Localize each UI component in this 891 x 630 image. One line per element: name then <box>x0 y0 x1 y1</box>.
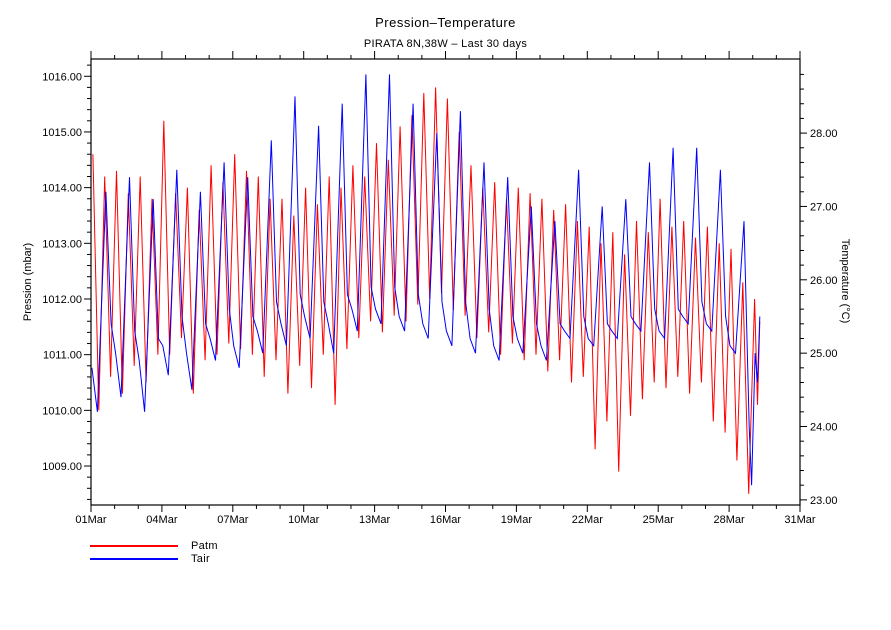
x-tick-label: 16Mar <box>430 514 462 526</box>
y-left-tick-label: 1011.00 <box>43 350 82 362</box>
y-left-tick-label: 1012.00 <box>42 294 82 306</box>
legend-label-tair: Tair <box>191 552 210 565</box>
axis-tick-labels: 1016.00 1015.00 1014.00 1013.00 1012.00 1011.… <box>42 71 837 526</box>
y-left-tick-label: 1010.00 <box>42 405 82 417</box>
x-tick-label: 28Mar <box>714 514 746 526</box>
x-tick-label: 25Mar <box>643 514 675 526</box>
legend-item-tair: Tair <box>90 552 218 565</box>
x-tick-label: 19Mar <box>501 514 533 526</box>
y-right-tick-label: 27.00 <box>810 201 838 213</box>
chart-subtitle: PIRATA 8N,38W – Last 30 days <box>363 38 528 50</box>
x-tick-label: 07Mar <box>217 514 249 526</box>
y-right-tick-label: 25.00 <box>810 348 838 360</box>
x-tick-label: 10Mar <box>288 514 320 526</box>
y-left-tick-label: 1016.00 <box>42 71 82 83</box>
x-tick-label: 31Mar <box>784 514 816 526</box>
y-left-tick-label: 1009.00 <box>42 461 82 473</box>
legend: Patm Tair <box>90 539 218 565</box>
x-tick-label: 22Mar <box>572 514 604 526</box>
series-line-tair <box>91 74 761 486</box>
y-left-tick-label: 1013.00 <box>42 238 82 250</box>
x-tick-label: 13Mar <box>359 514 391 526</box>
tair-line-swatch <box>90 557 178 560</box>
y-right-tick-label: 23.00 <box>810 495 838 507</box>
axis-ticks <box>84 51 807 512</box>
y-right-tick-label: 28.00 <box>810 128 838 140</box>
x-tick-label: 01Mar <box>75 514 107 526</box>
legend-label-patm: Patm <box>191 539 218 552</box>
legend-item-patm: Patm <box>90 539 218 552</box>
y-left-tick-label: 1015.00 <box>42 127 82 139</box>
x-tick-label: 04Mar <box>146 514 178 526</box>
y-left-tick-label: 1014.00 <box>42 183 82 195</box>
chart-title: Pression–Temperature <box>375 15 516 30</box>
series-line-patm <box>92 87 761 494</box>
patm-line-swatch <box>90 544 178 547</box>
data-series <box>91 74 761 494</box>
y-right-tick-label: 26.00 <box>810 275 838 287</box>
y-right-tick-label: 24.00 <box>810 422 838 434</box>
